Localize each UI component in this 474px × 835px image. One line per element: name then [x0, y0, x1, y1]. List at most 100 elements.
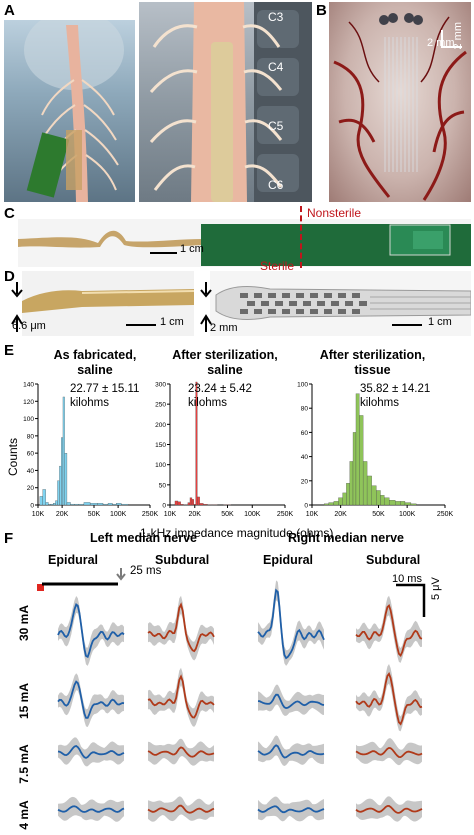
trace-mean-line [147, 746, 215, 758]
hist-1-ytick-label: 20 [27, 485, 35, 492]
hist-2-bar [203, 504, 208, 506]
trace-mean-line [57, 805, 125, 813]
hist-1-ytick-label: 60 [27, 451, 35, 458]
histogram-1-title-text: As fabricated, saline [53, 348, 137, 377]
thickness-arrows [11, 282, 23, 332]
hist-2-xtick-label: 10K [164, 511, 177, 518]
stim-arrow [116, 568, 126, 581]
panel-label-e: E [4, 342, 15, 359]
hist-2-bar [195, 381, 198, 506]
trace-mean-line [355, 603, 423, 658]
hist-3-bar [355, 393, 360, 506]
hist-1-ytick-label: 140 [23, 382, 34, 389]
trace-error-band [258, 684, 324, 716]
sterility-boundary-line [300, 206, 302, 268]
trace-error-band [58, 737, 124, 767]
hist-1-bar [61, 437, 64, 506]
trace-mean-line [257, 588, 325, 660]
hist-3-bar [328, 502, 335, 506]
stim-time-label: 25 ms [130, 565, 162, 577]
hist-1-bar [78, 503, 85, 506]
hist-2-ytick-label: 200 [155, 422, 166, 429]
hist-1-bar [74, 503, 80, 506]
hist-1-bar [59, 465, 62, 506]
nonsterile-label: Nonsterile [307, 206, 362, 220]
trace-mean-line [257, 744, 325, 759]
trace-mean-line [355, 671, 423, 726]
hist-1-xtick-label: 250K [142, 511, 159, 518]
hist-1-bar [107, 503, 113, 506]
hist-2-bar [177, 501, 181, 506]
trace-mean-line [57, 602, 125, 659]
hist-1-bar [48, 503, 52, 506]
hist-1-bar [83, 502, 91, 506]
hist-1-bar [97, 503, 104, 506]
hist-1-bar [62, 396, 65, 506]
trace-error-band [356, 796, 422, 822]
histogram-2-annotation: 23.24 ± 5.42 kilohms [188, 382, 268, 410]
hist-2-xtick-label: 20K [189, 511, 202, 518]
scale-label-d-right: 1 cm [428, 316, 452, 328]
hist-3-bar [404, 502, 412, 506]
vertebra-label-c3: C3 [268, 10, 284, 24]
stim-marker [37, 584, 44, 591]
trace-error-band [148, 738, 214, 766]
hist-1-bar [102, 503, 109, 506]
scale-time-label: 10 ms [392, 573, 422, 585]
hist-2-xtick-label: 50K [221, 511, 234, 518]
device-electrode-view-photo [210, 271, 471, 336]
histogram-1-annotation: 22.77 ± 15.11 kilohms [70, 382, 150, 410]
hist-3-ytick-label: 80 [301, 406, 309, 413]
hist-1-bar [57, 480, 60, 506]
left-median-nerve-title: Left median nerve [90, 531, 197, 545]
hist-3-bar [376, 490, 381, 506]
hist-3-bar [324, 503, 329, 506]
hist-3-bar [352, 432, 357, 506]
trace-mean-line [57, 745, 125, 759]
hist-2-bar [197, 496, 200, 506]
histogram-1-title: As fabricated, saline [40, 348, 150, 378]
hist-3-xtick-label: 250K [437, 511, 454, 518]
trace-error-band [356, 595, 422, 663]
hist-3-bar [395, 501, 401, 506]
hist-2-bar [199, 503, 204, 506]
hist-1-bar [53, 503, 56, 506]
hist-2-bar [174, 500, 179, 506]
histogram-1-annotation-text: 22.77 ± 15.11 kilohms [70, 383, 140, 409]
trace-error-band [258, 735, 324, 766]
hist-1-bar [116, 503, 122, 506]
scale-label-vertical: 2 mm [452, 22, 464, 50]
hist-3-ytick-label: 100 [297, 382, 308, 389]
hist-3-bar [338, 497, 343, 506]
trace-scale-bar [396, 583, 426, 617]
trace-mean-line [355, 804, 423, 814]
histogram-x-label: 1-kHz impedance magnitude (ohms) [140, 526, 334, 540]
hist-3-xtick-label: 50K [372, 511, 385, 518]
hist-3-xtick-label: 10K [306, 511, 319, 518]
panel-label-d: D [4, 268, 15, 285]
spinal-cord-render-left [4, 20, 135, 202]
hist-3-ytick-label: 0 [304, 503, 308, 510]
spinal-cord-render-right: C3 C4 C5 C6 [139, 2, 312, 202]
trace-error-band [356, 664, 422, 732]
trace-mean-line [147, 674, 215, 719]
sep-traces [37, 568, 426, 822]
histogram-3-title-text: After sterilization, tissue [319, 348, 426, 377]
hist-2-bar [189, 497, 193, 506]
trace-mean-line [257, 805, 325, 814]
hist-1-xtick-label: 10K [32, 511, 45, 518]
histogram-2-title: After sterilization, saline [160, 348, 290, 378]
hist-3-xtick-label: 100K [399, 511, 416, 518]
implanted-array-photo: 2 mm 2 mm [329, 2, 471, 202]
hist-3-ytick-label: 20 [301, 478, 309, 485]
width-arrows [200, 282, 212, 332]
hist-3-bar [389, 500, 396, 506]
hist-3-bar [346, 483, 350, 506]
hist-1-xtick-label: 20K [56, 511, 69, 518]
vertebra-label-c5: C5 [268, 119, 284, 133]
trace-mean-line [147, 602, 215, 653]
trace-error-band [356, 738, 422, 766]
hist-1-bar [112, 503, 117, 506]
histogram-2-title-text: After sterilization, saline [172, 348, 278, 377]
